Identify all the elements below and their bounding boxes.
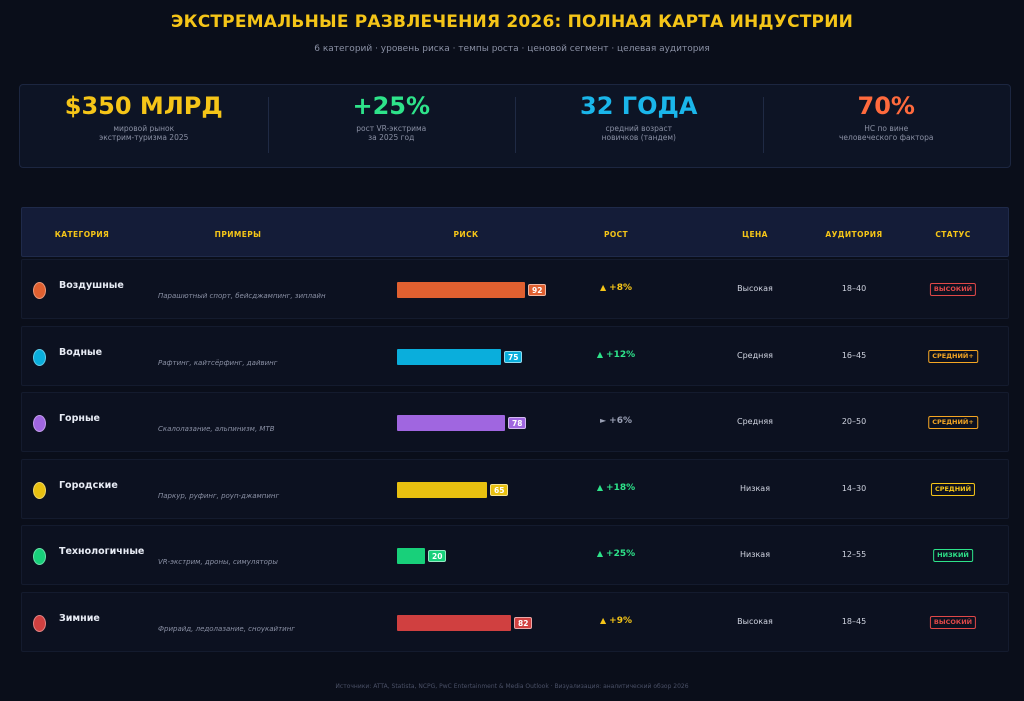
- price-segment: Низкая: [739, 484, 771, 493]
- kpi-avg-age: 32 ГОДА средний возраст новичков (тандем…: [515, 85, 763, 167]
- risk-bar: [397, 349, 501, 365]
- kpi-value: +25%: [352, 92, 431, 120]
- header-status: СТАТУС: [935, 230, 971, 239]
- audience-age: 18–45: [841, 617, 867, 626]
- table-row: Горные Скалолазание, альпинизм, МТВ 78 ► +6%…: [21, 392, 1009, 452]
- growth-value: ▲ +25%: [597, 549, 635, 559]
- category-name: Воздушные: [59, 280, 124, 291]
- kpi-panel: $350 МЛРД мировой рынок экстрим-туризма …: [19, 84, 1011, 168]
- category-name: Городские: [59, 480, 118, 491]
- growth-value: ▲ +18%: [597, 483, 635, 493]
- risk-bar: [397, 615, 511, 631]
- growth-arrow-icon: ▲: [600, 616, 607, 625]
- category-color-dot: [33, 615, 46, 632]
- status-badge: ВЫСОКИЙ: [929, 616, 977, 629]
- kpi-caption: средний возраст новичков (тандем): [601, 124, 676, 142]
- table-row: Технологичные VR-экстрим, дроны, симулято…: [21, 525, 1009, 585]
- category-color-dot: [33, 282, 46, 299]
- kpi-caption: НС по вине человеческого фактора: [838, 124, 934, 142]
- category-name: Зимние: [59, 613, 100, 624]
- audience-age: 18–40: [841, 284, 867, 293]
- growth-value: ► +6%: [600, 416, 632, 426]
- kpi-value: 32 ГОДА: [580, 92, 698, 120]
- status-badge: СРЕДНИЙ: [930, 483, 976, 496]
- status-badge: НИЗКИЙ: [933, 549, 973, 562]
- risk-bar: [397, 482, 487, 498]
- risk-value-label: 20: [428, 550, 447, 562]
- risk-bar: [397, 282, 525, 298]
- header-category: КАТЕГОРИЯ: [54, 230, 110, 239]
- kpi-caption: мировой рынок экстрим-туризма 2025: [99, 124, 189, 142]
- table-header: КАТЕГОРИЯ ПРИМЕРЫ РИСК РОСТ ЦЕНА АУДИТОР…: [21, 207, 1009, 257]
- kpi-human-factor: 70% НС по вине человеческого фактора: [762, 85, 1011, 167]
- growth-text: +8%: [609, 283, 632, 293]
- category-examples: Скалолазание, альпинизм, МТВ: [158, 425, 275, 433]
- header-risk: РИСК: [453, 230, 479, 239]
- kpi-market: $350 МЛРД мировой рынок экстрим-туризма …: [20, 85, 268, 167]
- status-badge: СРЕДНИЙ+: [928, 350, 978, 363]
- header-growth: РОСТ: [603, 230, 629, 239]
- kpi-caption: рост VR-экстрима за 2025 год: [356, 124, 427, 142]
- price-segment: Низкая: [739, 550, 771, 559]
- category-color-dot: [33, 415, 46, 432]
- price-segment: Средняя: [737, 417, 773, 426]
- risk-value-label: 75: [504, 351, 523, 363]
- category-examples: Рафтинг, кайтсёрфинг, дайвинг: [158, 359, 278, 367]
- category-examples: Фрирайд, ледолазание, сноукайтинг: [158, 625, 295, 633]
- risk-value-label: 78: [508, 417, 527, 429]
- category-color-dot: [33, 482, 46, 499]
- table-row: Зимние Фрирайд, ледолазание, сноукайтинг 8…: [21, 592, 1009, 652]
- category-color-dot: [33, 349, 46, 366]
- growth-arrow-icon: ▲: [596, 350, 604, 359]
- risk-value-label: 65: [490, 484, 509, 496]
- growth-arrow-icon: ►: [600, 416, 607, 425]
- status-badge: СРЕДНИЙ+: [928, 416, 978, 429]
- audience-age: 14–30: [841, 484, 867, 493]
- header-audience: АУДИТОРИЯ: [825, 230, 883, 239]
- growth-arrow-icon: ▲: [596, 549, 604, 558]
- price-segment: Высокая: [737, 617, 773, 626]
- kpi-value: 70%: [857, 92, 915, 120]
- growth-value: ▲ +9%: [600, 616, 632, 626]
- category-name: Водные: [59, 347, 103, 358]
- risk-value-label: 92: [528, 284, 547, 296]
- table-row: Городские Паркур, руфинг, роуп-джампинг 65…: [21, 459, 1009, 519]
- growth-arrow-icon: ▲: [600, 283, 607, 292]
- page-title: ЭКСТРЕМАЛЬНЫЕ РАЗВЛЕЧЕНИЯ 2026: ПОЛНАЯ К…: [170, 12, 854, 32]
- price-segment: Средняя: [737, 351, 773, 360]
- growth-arrow-icon: ▲: [596, 483, 604, 492]
- growth-text: +6%: [609, 416, 632, 426]
- category-name: Горные: [59, 413, 100, 424]
- price-segment: Высокая: [737, 284, 773, 293]
- header-examples: ПРИМЕРЫ: [214, 230, 262, 239]
- category-examples: VR-экстрим, дроны, симуляторы: [158, 558, 278, 566]
- risk-bar: [397, 548, 425, 564]
- category-name: Технологичные: [59, 546, 145, 557]
- footer-sources: Источники: ATTA, Statista, NCPG, PwC Ent…: [335, 683, 689, 690]
- category-examples: Паркур, руфинг, роуп-джампинг: [158, 492, 280, 500]
- growth-text: +25%: [606, 549, 636, 559]
- table-row: Водные Рафтинг, кайтсёрфинг, дайвинг 75 ▲ +1…: [21, 326, 1009, 386]
- kpi-vr-growth: +25% рост VR-экстрима за 2025 год: [267, 85, 516, 167]
- audience-age: 16–45: [841, 351, 867, 360]
- header-price: ЦЕНА: [742, 230, 768, 239]
- page-subtitle: 6 категорий · уровень риска · темпы рост…: [314, 44, 710, 54]
- growth-text: +18%: [606, 483, 636, 493]
- growth-value: ▲ +12%: [597, 350, 635, 360]
- growth-text: +12%: [606, 350, 636, 360]
- status-badge: ВЫСОКИЙ: [929, 283, 977, 296]
- kpi-value: $350 МЛРД: [64, 92, 223, 120]
- audience-age: 20–50: [841, 417, 867, 426]
- category-color-dot: [33, 548, 46, 565]
- risk-bar: [397, 415, 505, 431]
- growth-text: +9%: [609, 616, 632, 626]
- category-examples: Парашютный спорт, бейсджампинг, зиплайн: [158, 292, 326, 300]
- table-row: Воздушные Парашютный спорт, бейсджампинг,…: [21, 259, 1009, 319]
- audience-age: 12–55: [841, 550, 867, 559]
- growth-value: ▲ +8%: [600, 283, 632, 293]
- risk-value-label: 82: [514, 617, 533, 629]
